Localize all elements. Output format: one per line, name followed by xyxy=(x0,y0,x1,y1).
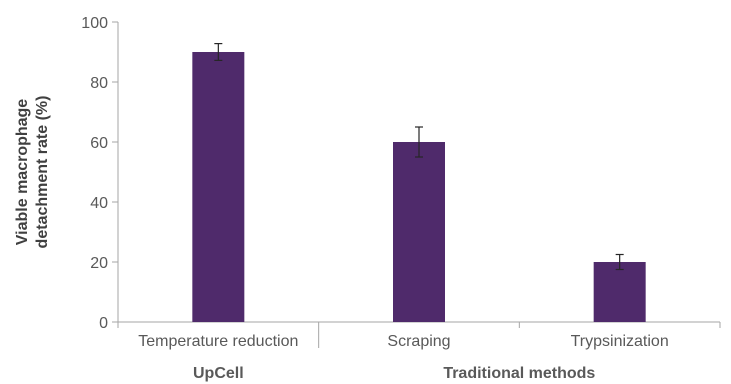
category-labels: Temperature reduction Scraping Trypsinizat… xyxy=(138,333,668,350)
y-tick-label: 0 xyxy=(99,315,108,332)
y-tick-label: 100 xyxy=(81,15,108,32)
y-tick-label: 40 xyxy=(90,195,108,212)
x-category-label: Trypsinization xyxy=(571,333,669,350)
error-bar xyxy=(615,253,624,271)
error-bar xyxy=(415,126,423,158)
y-axis-title-line-1: Viable macrophage xyxy=(14,99,31,246)
y-tick-label: 80 xyxy=(90,75,108,92)
y-tick-label: 20 xyxy=(90,255,108,272)
bars xyxy=(192,42,646,322)
x-category-label: Temperature reduction xyxy=(138,333,298,350)
y-axis-title-line-2: detachment rate (%) xyxy=(34,96,51,249)
bar xyxy=(393,142,445,322)
bar xyxy=(593,262,646,322)
bar xyxy=(192,52,245,322)
error-bar xyxy=(214,42,223,62)
y-axis: 0 20 40 60 80 100 xyxy=(81,15,119,332)
y-tick-label: 60 xyxy=(90,135,108,152)
x-group-label: UpCell xyxy=(193,365,244,382)
group-labels: UpCell Traditional methods xyxy=(193,365,595,382)
x-group-label: Traditional methods xyxy=(443,365,595,382)
x-category-label: Scraping xyxy=(387,333,450,350)
y-axis-title: Viable macrophage detachment rate (%) xyxy=(14,96,51,249)
